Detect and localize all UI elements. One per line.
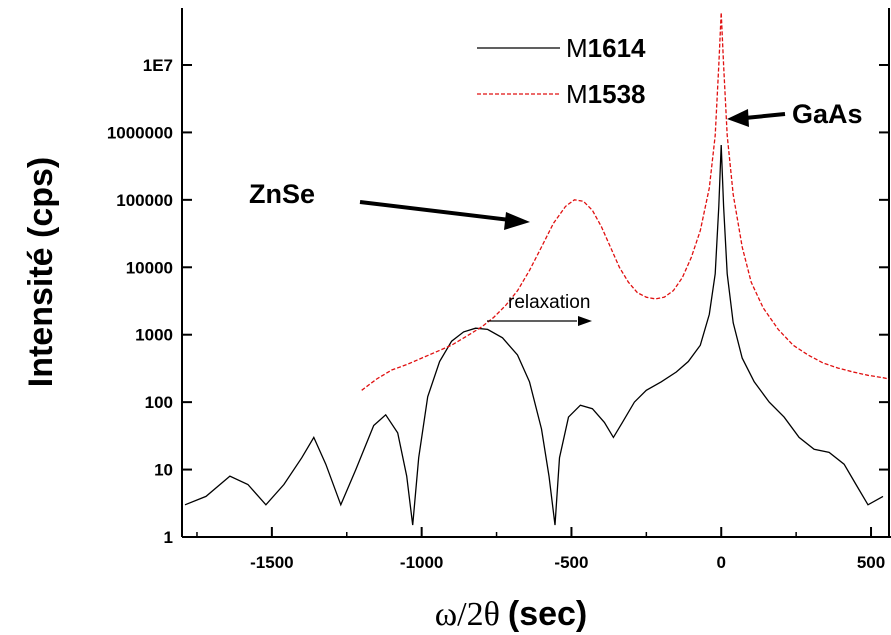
arrow-znse-head: [504, 212, 530, 230]
y-tick-label: 10000: [126, 258, 173, 277]
y-tick-label: 10: [154, 461, 173, 480]
x-axis-label: ω/2θ (sec): [435, 595, 588, 633]
legend-label-m1538: M1538: [566, 79, 646, 109]
x-axis-label-greek: ω/2θ: [435, 596, 500, 633]
annotation-relaxation: relaxation: [508, 292, 590, 313]
arrow-relaxation-head: [578, 316, 592, 326]
x-tick-label: -1500: [250, 553, 293, 572]
y-tick-label: 1: [164, 528, 173, 547]
y-tick-label: 100000: [116, 191, 173, 210]
x-tick-label: 0: [717, 553, 726, 572]
series-group: [184, 12, 890, 526]
annotation-znse: ZnSe: [249, 179, 315, 209]
axis-ticks: -1500 -1000 -500 0 500 1 10 100 1000 10000 100000 1…: [107, 56, 889, 572]
legend: M1614 M1538: [477, 33, 646, 109]
series-line-m1538: [361, 12, 890, 391]
annotations: ZnSe GaAs relaxation: [249, 99, 863, 326]
x-axis-label-unit: (sec): [508, 595, 587, 633]
arrow-znse-shaft: [359, 200, 511, 222]
plot-frame: [181, 8, 891, 538]
arrow-gaas-shaft: [744, 112, 786, 120]
arrow-gaas-head: [727, 109, 749, 127]
y-axis-label: Intensité (cps): [22, 157, 60, 387]
annotation-gaas: GaAs: [792, 99, 863, 129]
y-tick-label: 1000000: [107, 123, 173, 142]
x-tick-label: -500: [554, 553, 588, 572]
y-tick-label: 1000: [135, 326, 173, 345]
y-tick-label: 1E7: [143, 56, 173, 75]
x-tick-label: 500: [857, 553, 885, 572]
series-line-m1614: [184, 144, 884, 526]
y-tick-label: 100: [145, 393, 173, 412]
x-tick-label: -1000: [400, 553, 443, 572]
legend-label-m1614: M1614: [566, 33, 646, 63]
